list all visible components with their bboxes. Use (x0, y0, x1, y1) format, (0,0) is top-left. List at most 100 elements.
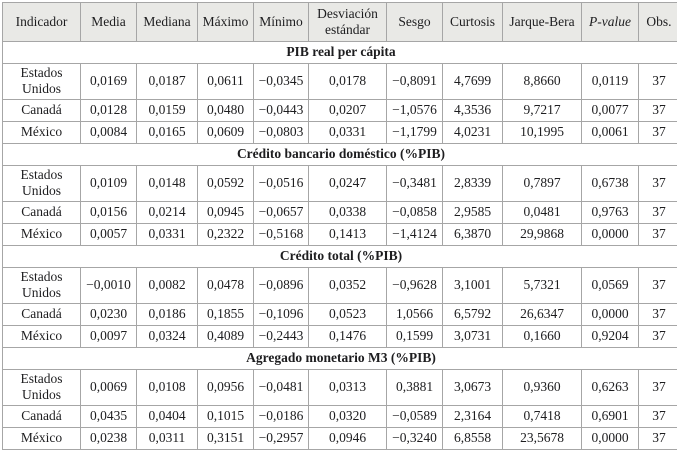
col-header-minimo: Mínimo (253, 2, 309, 42)
cell-value: 0,0128 (80, 98, 137, 122)
cell-value: 0,6738 (581, 164, 639, 202)
row-label-country: Estados Unidos (2, 368, 81, 406)
col-header-curtosis: Curtosis (442, 2, 503, 42)
cell-value: −0,3481 (386, 164, 443, 202)
cell-value: 0,0592 (197, 164, 254, 202)
cell-value: 0,0946 (308, 426, 387, 450)
cell-value: 0,0207 (308, 98, 387, 122)
cell-value: −0,3240 (386, 426, 443, 450)
cell-value: 0,0480 (197, 98, 254, 122)
cell-value: 1,0566 (386, 302, 443, 326)
cell-value: 0,4089 (197, 324, 254, 348)
cell-value: 0,1599 (386, 324, 443, 348)
cell-value: 0,0169 (80, 63, 137, 100)
cell-value: 0,0313 (308, 368, 387, 406)
cell-value: 0,1413 (308, 222, 387, 246)
col-header-desviacion-estandar: Desviación estándar (308, 2, 387, 42)
table-row: Canadá 0,0230 0,0186 0,1855 −0,1096 0,0523 1,0… (2, 302, 677, 326)
cell-value: 37 (638, 63, 677, 100)
row-label-country: México (2, 324, 81, 348)
col-header-sesgo: Sesgo (386, 2, 443, 42)
row-label-country: México (2, 222, 81, 246)
row-label-country: Canadá (2, 302, 81, 326)
table-row: México 0,0057 0,0331 0,2322 −0,5168 0,1413 −1,… (2, 222, 677, 246)
section-title-row: PIB real per cápita (2, 41, 677, 64)
cell-value: 0,0311 (136, 426, 198, 450)
cell-value: 2,3164 (442, 404, 503, 428)
cell-value: −0,2443 (253, 324, 309, 348)
cell-value: 37 (638, 426, 677, 450)
cell-value: 37 (638, 324, 677, 348)
cell-value: 0,0057 (80, 222, 137, 246)
cell-value: 0,0331 (308, 120, 387, 144)
cell-value: −0,0345 (253, 63, 309, 100)
cell-value: 0,1660 (502, 324, 582, 348)
cell-value: 0,9360 (502, 368, 582, 406)
cell-value: 0,7897 (502, 164, 582, 202)
cell-value: 0,0352 (308, 266, 387, 304)
cell-value: 10,1995 (502, 120, 582, 144)
cell-value: 0,0609 (197, 120, 254, 144)
cell-value: 37 (638, 302, 677, 326)
table-row: Estados Unidos 0,0169 0,0187 0,0611 −0,0345 0… (2, 63, 677, 100)
cell-value: 0,0230 (80, 302, 137, 326)
section-title: PIB real per cápita (2, 41, 677, 64)
cell-value: 37 (638, 404, 677, 428)
cell-value: −1,0576 (386, 98, 443, 122)
cell-value: 0,0945 (197, 200, 254, 224)
cell-value: 0,0077 (581, 98, 639, 122)
cell-value: 0,0061 (581, 120, 639, 144)
table-row: Estados Unidos 0,0109 0,0148 0,0592 −0,0516 0… (2, 164, 677, 202)
cell-value: 3,0673 (442, 368, 503, 406)
cell-value: 0,2322 (197, 222, 254, 246)
cell-value: −0,0657 (253, 200, 309, 224)
cell-value: 37 (638, 222, 677, 246)
cell-value: 0,0338 (308, 200, 387, 224)
cell-value: 0,0165 (136, 120, 198, 144)
cell-value: 0,0082 (136, 266, 198, 304)
cell-value: 0,0611 (197, 63, 254, 100)
section-title: Agregado monetario M3 (%PIB) (2, 346, 677, 370)
cell-value: 37 (638, 200, 677, 224)
cell-value: 0,0000 (581, 302, 639, 326)
row-label-country: Canadá (2, 200, 81, 224)
cell-value: 4,3536 (442, 98, 503, 122)
cell-value: 0,0320 (308, 404, 387, 428)
cell-value: 0,0435 (80, 404, 137, 428)
cell-value: 37 (638, 164, 677, 202)
row-label-country: México (2, 120, 81, 144)
cell-value: −0,0443 (253, 98, 309, 122)
table-row: Estados Unidos 0,0069 0,0108 0,0956 −0,0481 0… (2, 368, 677, 406)
cell-value: 5,7321 (502, 266, 582, 304)
section-title-row: Crédito total (%PIB) (2, 244, 677, 268)
col-header-mediana: Mediana (136, 2, 198, 42)
cell-value: 0,9763 (581, 200, 639, 224)
cell-value: 37 (638, 120, 677, 144)
cell-value: 0,0084 (80, 120, 137, 144)
col-header-media: Media (80, 2, 137, 42)
row-label-country: Estados Unidos (2, 63, 81, 100)
cell-value: −0,5168 (253, 222, 309, 246)
cell-value: −1,1799 (386, 120, 443, 144)
cell-value: 0,0159 (136, 98, 198, 122)
cell-value: 0,3151 (197, 426, 254, 450)
table-row: Canadá 0,0435 0,0404 0,1015 −0,0186 0,0320 −0,… (2, 404, 677, 428)
cell-value: 3,0731 (442, 324, 503, 348)
cell-value: 0,0000 (581, 426, 639, 450)
cell-value: 29,9868 (502, 222, 582, 246)
cell-value: −0,0010 (80, 266, 137, 304)
col-header-jarque-bera: Jarque-Bera (502, 2, 582, 42)
cell-value: 0,0238 (80, 426, 137, 450)
cell-value: 0,0156 (80, 200, 137, 224)
cell-value: 8,8660 (502, 63, 582, 100)
cell-value: 0,0119 (581, 63, 639, 100)
cell-value: 0,0000 (581, 222, 639, 246)
row-label-country: Canadá (2, 404, 81, 428)
cell-value: 0,1015 (197, 404, 254, 428)
cell-value: 0,0148 (136, 164, 198, 202)
cell-value: 2,9585 (442, 200, 503, 224)
header-row: Indicador Media Mediana Máximo Mínimo De… (2, 2, 677, 42)
cell-value: 0,0214 (136, 200, 198, 224)
